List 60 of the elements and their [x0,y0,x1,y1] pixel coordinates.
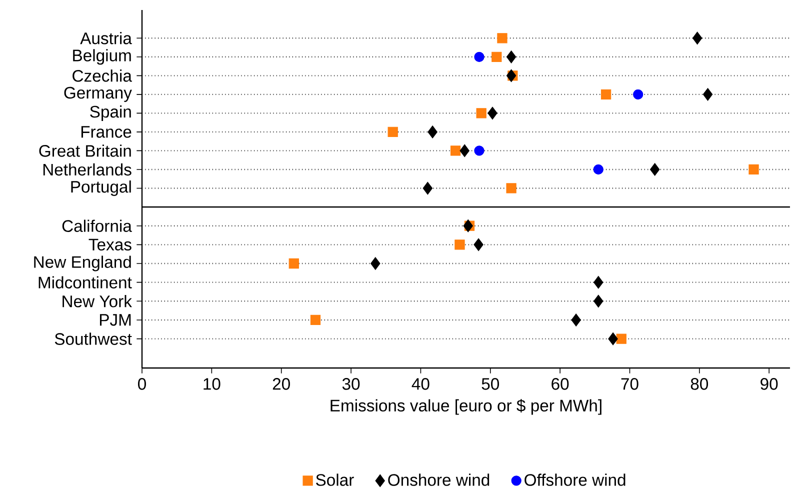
legend-label: Offshore wind [524,474,626,486]
x-tick-label: 90 [760,378,778,390]
point [506,50,516,64]
y-tick-label: Germany [64,86,132,102]
y-tick-label: Texas [88,238,132,250]
x-tick-label: 40 [412,378,430,390]
point [428,126,438,138]
point [650,163,660,176]
legend-label: Onshore wind [388,474,490,486]
y-tick-label: New England [34,256,131,272]
point [388,126,398,137]
x-tick-label: 80 [690,378,708,390]
point [571,314,581,326]
y-tick-label: New York [62,294,132,308]
y-tick-label: Czechia [72,70,132,82]
y-tick-label: France [81,126,132,138]
point [608,332,618,346]
y-tick-label: Belgium [73,49,131,65]
x-tick-label: 30 [342,378,360,390]
y-tick-label: Netherlands [43,163,132,176]
point [474,238,484,252]
point [633,89,644,100]
point [594,294,604,308]
point [310,314,321,326]
y-tick-label: Great Britain [39,144,131,157]
point [702,88,713,101]
x-tick-label: 60 [552,378,569,390]
x-axis-title: Emissions value [euro or $ per MWh] [330,398,602,415]
y-tick-label: Southwest [54,332,132,345]
point [476,108,486,118]
point [492,52,502,62]
legend-label: Solar [316,474,354,486]
point [616,334,626,344]
point [460,144,470,158]
y-tick-label: Spain [90,105,131,121]
point [594,276,604,289]
y-tick-label: Midcontinent [38,276,132,288]
x-tick-label: 50 [482,378,499,390]
point [422,182,433,195]
x-tick-label: 70 [621,378,638,390]
y-tick-label: Austria [80,32,132,44]
x-tick-label: 0 [138,378,146,390]
y-tick-label: California [62,220,132,232]
point [474,146,484,156]
point [288,258,299,269]
point [506,183,516,194]
point [450,146,461,156]
point [488,106,498,120]
y-tick-label: PJM [100,314,131,326]
point [497,33,508,44]
x-tick-label: 10 [204,378,220,390]
point [600,89,612,100]
point [692,32,702,45]
y-tick-label: Portugal [71,180,131,196]
point [370,257,380,270]
point [474,52,484,62]
point [593,164,604,175]
point [748,164,759,175]
x-tick-label: 20 [272,378,290,390]
point [454,240,465,250]
